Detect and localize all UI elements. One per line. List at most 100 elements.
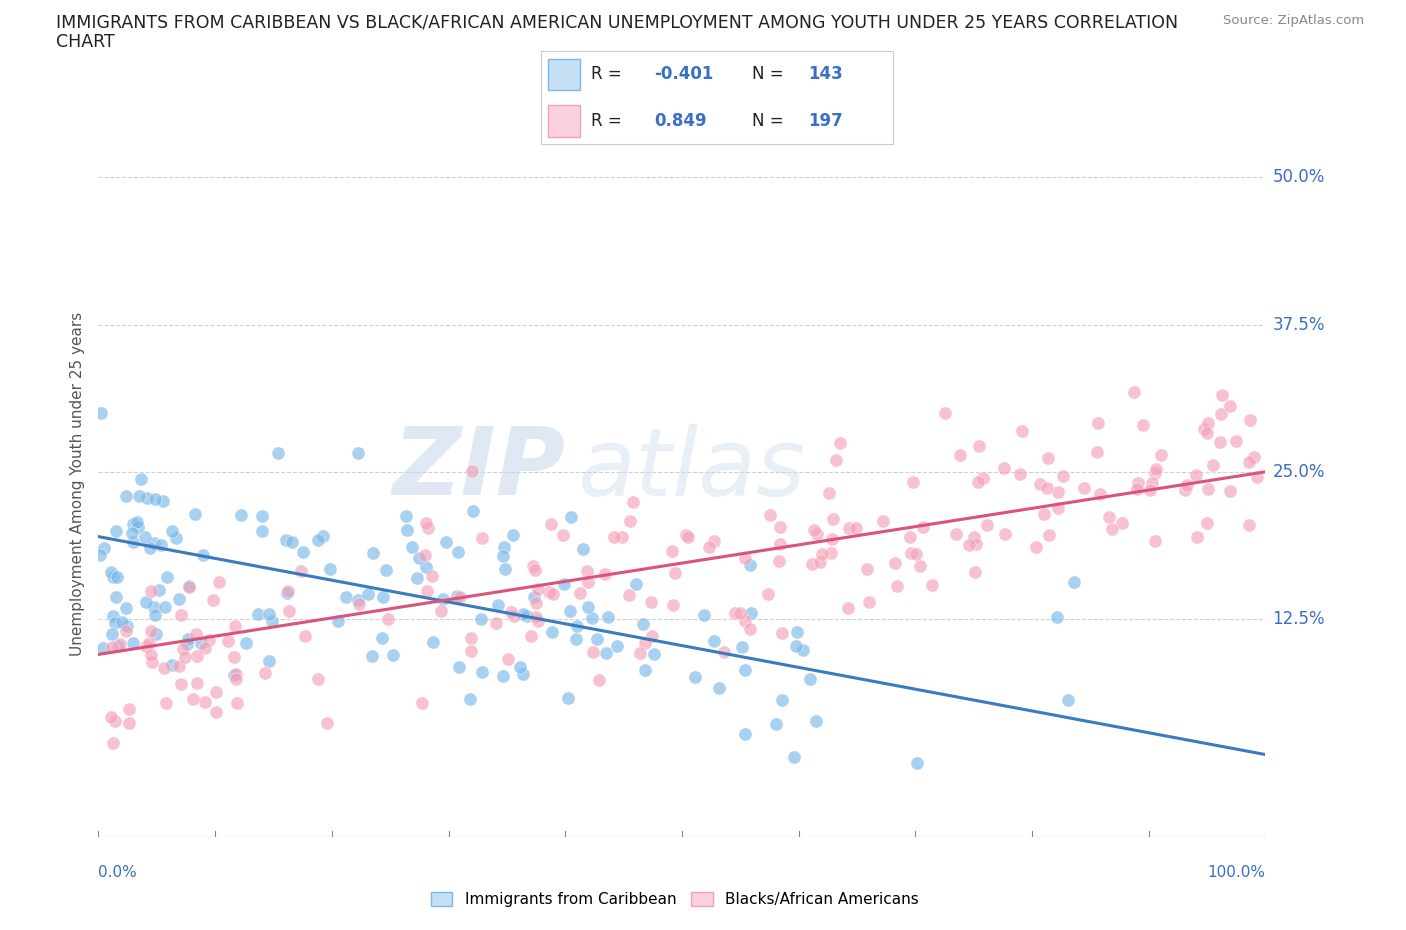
Point [634, 663, 657, 678]
Point [447, 660, 470, 675]
Point [415, 516, 437, 531]
Text: 100.0%: 100.0% [1208, 865, 1265, 880]
Point [447, 545, 470, 560]
Point [346, 592, 368, 607]
Point [184, 626, 207, 641]
Point [307, 533, 329, 548]
Point [100, 565, 122, 579]
Point [595, 645, 617, 660]
Point [520, 629, 543, 644]
Point [176, 636, 198, 651]
Point [422, 634, 444, 649]
Point [967, 439, 990, 454]
Point [461, 504, 484, 519]
Point [1046, 609, 1069, 624]
Point [201, 592, 224, 607]
Point [136, 491, 159, 506]
Point [259, 654, 281, 669]
Point [276, 586, 298, 601]
Bar [548, 59, 581, 90]
Point [738, 621, 761, 636]
Point [1143, 465, 1166, 480]
Point [121, 525, 143, 540]
Text: 143: 143 [808, 65, 844, 84]
Point [449, 590, 471, 604]
Point [235, 635, 257, 650]
Point [1243, 449, 1265, 464]
Point [921, 578, 943, 592]
Point [429, 604, 451, 618]
Point [172, 642, 194, 657]
Point [1202, 458, 1225, 472]
Point [471, 531, 494, 546]
Point [540, 516, 562, 531]
Point [898, 529, 921, 544]
Point [768, 537, 790, 551]
Point [713, 644, 735, 659]
Point [143, 600, 166, 615]
Point [734, 613, 756, 628]
Point [1150, 447, 1173, 462]
Point [114, 623, 136, 638]
Point [170, 676, 193, 691]
Point [179, 579, 201, 594]
Text: 50.0%: 50.0% [1272, 168, 1324, 186]
Point [191, 547, 214, 562]
Point [177, 578, 200, 593]
Point [1139, 483, 1161, 498]
Point [1046, 485, 1069, 499]
Point [675, 527, 697, 542]
Point [1219, 398, 1241, 413]
Point [957, 538, 980, 552]
Text: IMMIGRANTS FROM CARIBBEAN VS BLACK/AFRICAN AMERICAN UNEMPLOYMENT AMONG YOUTH UND: IMMIGRANTS FROM CARIBBEAN VS BLACK/AFRIC… [56, 14, 1178, 32]
Point [685, 670, 707, 684]
Point [588, 672, 610, 687]
Point [411, 696, 433, 711]
Point [148, 582, 170, 597]
Point [768, 554, 790, 569]
Point [247, 606, 270, 621]
Text: CHART: CHART [56, 33, 115, 51]
Point [382, 647, 405, 662]
Point [664, 565, 686, 580]
Point [1047, 500, 1070, 515]
Point [571, 541, 593, 556]
Text: 0.849: 0.849 [654, 112, 706, 130]
Point [756, 587, 779, 602]
Point [406, 570, 429, 585]
Point [1123, 384, 1146, 399]
Point [662, 597, 685, 612]
Point [785, 639, 807, 654]
Point [318, 562, 340, 577]
Point [413, 548, 436, 563]
Text: 0.0%: 0.0% [98, 865, 138, 880]
Point [872, 513, 894, 528]
Point [621, 495, 644, 510]
Point [1140, 475, 1163, 490]
Point [183, 691, 205, 706]
Point [169, 592, 191, 607]
Point [526, 613, 548, 628]
Point [141, 583, 163, 598]
Point [526, 581, 548, 596]
Point [806, 526, 828, 541]
Point [593, 566, 616, 581]
Point [415, 559, 437, 574]
Point [560, 510, 582, 525]
Point [217, 633, 239, 648]
Point [1052, 468, 1074, 483]
Point [811, 547, 834, 562]
Point [138, 635, 160, 650]
Point [731, 640, 754, 655]
Point [458, 692, 481, 707]
Point [837, 601, 859, 616]
Point [104, 616, 127, 631]
Point [512, 666, 534, 681]
Point [641, 629, 664, 644]
Point [107, 638, 129, 653]
Text: 12.5%: 12.5% [1272, 610, 1324, 628]
Point [856, 562, 879, 577]
Point [1185, 530, 1208, 545]
Point [173, 650, 195, 665]
Point [274, 532, 297, 547]
